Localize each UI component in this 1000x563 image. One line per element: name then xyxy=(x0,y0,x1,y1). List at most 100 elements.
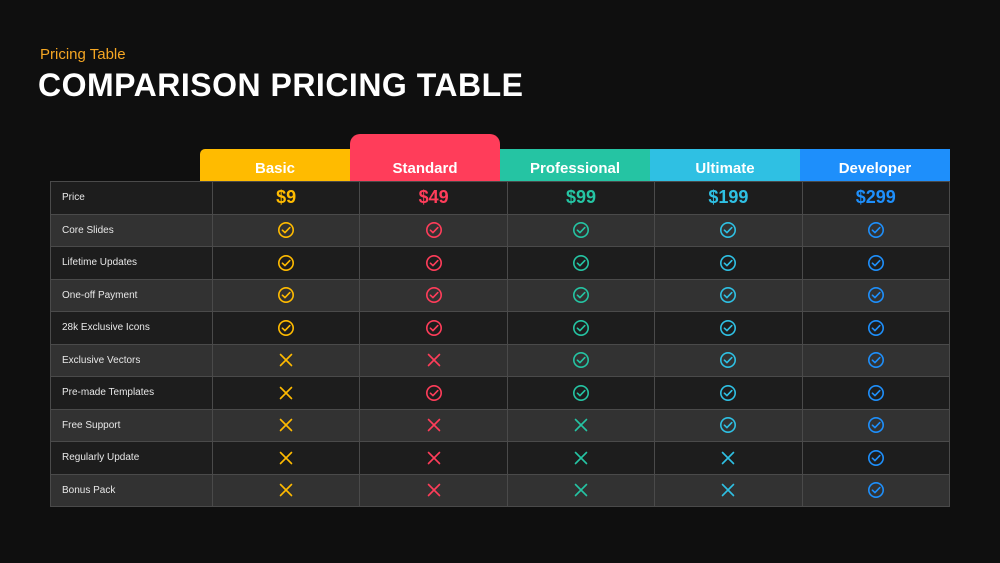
check-circle-icon xyxy=(425,287,442,304)
cross-icon xyxy=(427,418,440,432)
feature-cell xyxy=(801,473,951,507)
feature-cell xyxy=(654,246,803,280)
feature-cell xyxy=(359,246,508,280)
check-circle-icon xyxy=(720,222,737,239)
check-circle-icon xyxy=(867,222,884,239)
price-cell: $9 xyxy=(211,181,361,215)
plan-header-basic: Basic xyxy=(200,149,350,182)
feature-label: Regularly Update xyxy=(50,441,213,475)
feature-cell xyxy=(654,408,803,442)
check-circle-icon xyxy=(867,449,884,466)
check-circle-icon xyxy=(425,384,442,401)
plan-header-developer: Developer xyxy=(800,149,950,182)
feature-label: Core Slides xyxy=(50,213,213,247)
feature-cell xyxy=(359,311,508,345)
feature-cell xyxy=(506,441,656,475)
feature-row: Free Support xyxy=(50,408,951,442)
feature-label: Bonus Pack xyxy=(50,473,213,507)
cross-icon xyxy=(722,483,735,497)
feature-cell xyxy=(654,343,803,377)
check-circle-icon xyxy=(720,287,737,304)
cross-icon xyxy=(574,483,588,497)
feature-cell xyxy=(506,278,656,312)
feature-cell xyxy=(211,213,361,247)
feature-row: One-off Payment xyxy=(50,278,951,312)
feature-cell xyxy=(506,311,656,345)
feature-cell xyxy=(654,311,803,345)
cross-icon xyxy=(427,451,440,464)
plan-price-developer: $299 xyxy=(855,187,896,208)
feature-row: Core Slides xyxy=(50,213,951,247)
feature-cell xyxy=(211,311,361,345)
cross-icon xyxy=(427,483,440,497)
plan-price-professional: $99 xyxy=(565,187,596,208)
feature-cell xyxy=(359,441,508,475)
check-circle-icon xyxy=(867,287,884,304)
feature-cell xyxy=(506,408,656,442)
check-circle-icon xyxy=(572,319,589,336)
check-circle-icon xyxy=(867,482,884,499)
page-title: COMPARISON PRICING TABLE xyxy=(38,67,524,103)
check-circle-icon xyxy=(278,319,295,336)
feature-cell xyxy=(801,441,951,475)
feature-cell xyxy=(506,376,656,410)
check-circle-icon xyxy=(572,222,589,239)
feature-cell xyxy=(211,441,361,475)
feature-cell xyxy=(801,311,951,345)
check-circle-icon xyxy=(425,319,442,336)
feature-label: 28k Exclusive Icons xyxy=(50,311,213,345)
feature-cell xyxy=(359,343,508,377)
check-circle-icon xyxy=(867,254,884,271)
row-label: Price xyxy=(50,181,213,215)
feature-cell xyxy=(801,246,951,280)
feature-label: Free Support xyxy=(50,408,213,442)
price-cell: $99 xyxy=(506,181,656,215)
feature-cell xyxy=(654,213,803,247)
check-circle-icon xyxy=(867,352,884,369)
plan-price-standard: $49 xyxy=(418,187,449,208)
price-cell: $49 xyxy=(359,181,508,215)
check-circle-icon xyxy=(572,352,589,369)
check-circle-icon xyxy=(572,287,589,304)
check-circle-icon xyxy=(867,319,884,336)
check-circle-icon xyxy=(867,417,884,434)
check-circle-icon xyxy=(720,417,737,434)
cross-icon xyxy=(574,418,588,432)
feature-cell xyxy=(359,376,508,410)
feature-cell xyxy=(654,278,803,312)
feature-cell xyxy=(506,213,656,247)
feature-cell xyxy=(211,376,361,410)
feature-cell xyxy=(359,408,508,442)
price-row: Price $9 $49 $99 $199 $299 xyxy=(50,181,951,215)
check-circle-icon xyxy=(867,384,884,401)
cross-icon xyxy=(574,451,588,464)
check-circle-icon xyxy=(278,287,295,304)
price-cell: $199 xyxy=(654,181,803,215)
cross-icon xyxy=(279,451,293,464)
feature-row: 28k Exclusive Icons xyxy=(50,311,951,345)
check-circle-icon xyxy=(425,254,442,271)
check-circle-icon xyxy=(720,352,737,369)
feature-cell xyxy=(801,343,951,377)
cross-icon xyxy=(722,451,735,464)
cross-icon xyxy=(427,353,440,367)
feature-label: One-off Payment xyxy=(50,278,213,312)
feature-cell xyxy=(359,473,508,507)
feature-cell xyxy=(801,408,951,442)
page-subtitle: Pricing Table xyxy=(40,46,126,63)
price-cell: $299 xyxy=(801,181,951,215)
feature-row: Lifetime Updates xyxy=(50,246,951,280)
feature-cell xyxy=(506,343,656,377)
plan-price-ultimate: $199 xyxy=(708,187,749,208)
check-circle-icon xyxy=(572,254,589,271)
check-circle-icon xyxy=(720,254,737,271)
feature-row: Regularly Update xyxy=(50,441,951,475)
feature-cell xyxy=(654,376,803,410)
check-circle-icon xyxy=(720,319,737,336)
plan-price-basic: $9 xyxy=(276,187,297,208)
plan-header-ultimate: Ultimate xyxy=(650,149,800,182)
feature-cell xyxy=(506,473,656,507)
feature-row: Bonus Pack xyxy=(50,473,951,507)
feature-cell xyxy=(211,408,361,442)
feature-cell xyxy=(801,376,951,410)
